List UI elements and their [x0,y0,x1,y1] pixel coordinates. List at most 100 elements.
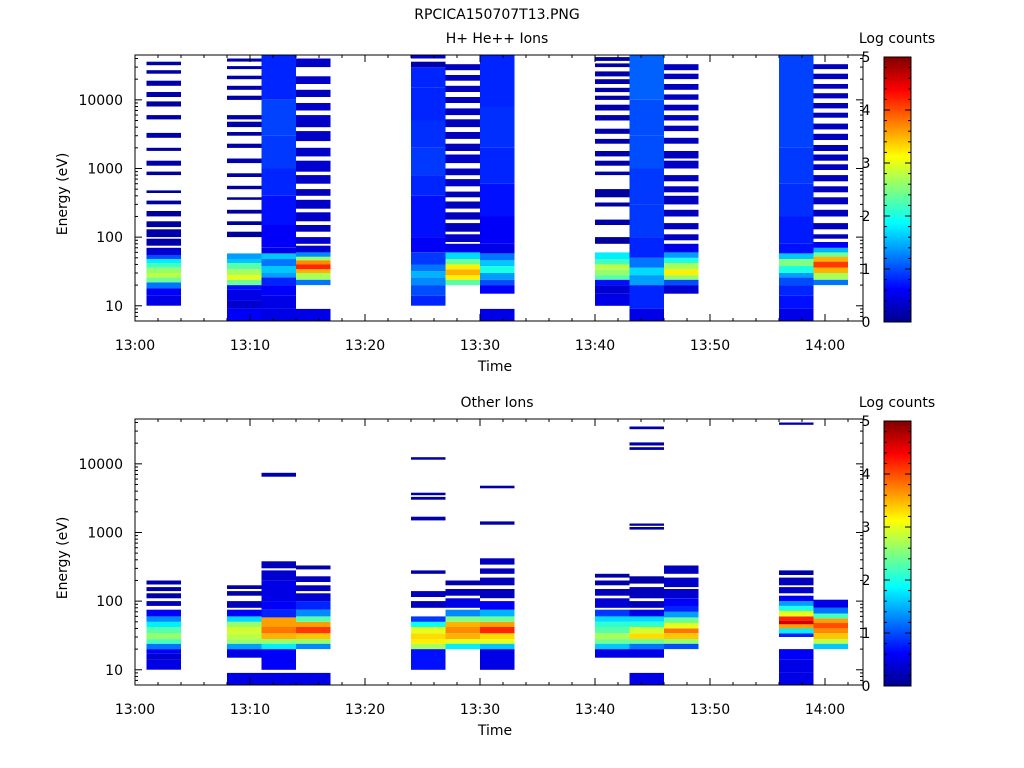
y-tick-label: 1000 [87,525,123,541]
spectrogram-cell [146,171,181,176]
spectrogram-cell [779,587,814,594]
spectrogram-cell [261,253,296,259]
spectrogram-cell [664,115,699,121]
colorbar [883,56,912,323]
spectrogram-cell [445,223,480,232]
spectrogram-cell [296,593,331,602]
spectrogram-cell [146,132,181,138]
spectrogram-cell [480,216,515,244]
spectrogram-cell [445,143,480,151]
x-tick-label: 13:50 [690,702,730,718]
spectrogram-cell [629,442,664,446]
spectrogram-cell [296,308,331,321]
spectrogram-cell [629,237,664,258]
y-tick-label: 100 [96,594,123,610]
spectrogram-cell [629,257,664,268]
spectrogram-cell [813,247,848,253]
spectrogram-cell [480,609,515,617]
spectrogram-cell [227,609,262,617]
spectrogram-cell [411,627,446,634]
spectrogram-cell [779,601,814,606]
spectrogram-cell [595,160,630,166]
spectrogram-cell [779,628,814,634]
spectrogram-cell [480,273,515,280]
spectrogram-cell [146,267,181,273]
spectrogram-cell [227,253,262,259]
spectrogram-cell [779,606,814,611]
spectrogram-cell [227,300,262,309]
spectrogram-cell [813,639,848,644]
spectrogram-cell [595,189,630,198]
spectrogram-cell [779,649,814,660]
spectrogram-cell [411,643,446,650]
spectrogram-cell [411,295,446,306]
spectrogram-cell [261,627,296,634]
spectrogram-cell [480,568,515,574]
x-axis-label: Time [477,359,512,375]
colorbar [883,420,912,687]
spectrogram-cell [664,151,699,159]
spectrogram-cell [296,585,331,592]
spectrogram-cell [445,621,480,627]
spectrogram-cell [595,616,630,622]
x-axis-label: Time [477,723,512,739]
spectrogram-cell [779,266,814,273]
spectrogram-cell [779,308,814,321]
spectrogram-cell [261,195,296,225]
spectrogram-cell [779,55,814,107]
spectrogram-cell [445,85,480,92]
plot-frame [134,54,864,322]
spectrogram-cell [480,621,515,627]
spectrogram-cell [595,104,630,111]
spectrogram-cell [411,195,446,217]
spectrogram-cell [296,89,331,97]
spectrogram-cell [411,591,446,597]
spectrogram-cell [595,151,630,157]
spectrogram-cell [595,285,630,294]
spectrogram-cell [296,175,331,184]
spectrogram-cell [261,168,296,196]
spectrogram-cell [664,257,699,263]
spectrogram-cell [664,94,699,100]
spectrogram-cell [296,565,331,570]
spectrogram-cell [595,252,630,260]
spectrogram-cell [296,225,331,232]
spectrogram-cell [813,154,848,161]
spectrogram-cell [411,216,446,238]
spectrogram-cell [813,643,848,650]
spectrogram-cell [664,263,699,270]
spectrogram-cell [146,601,181,606]
spectrogram-cell [629,616,664,622]
spectrogram-cell [629,99,664,136]
spectrogram-cell [779,577,814,586]
spectrogram-cell [227,643,262,650]
spectrogram-cell [411,87,446,121]
spectrogram-cell [146,627,181,634]
spectrogram-cell [296,237,331,244]
colorbar-tick-label: 0 [862,315,871,331]
spectrogram-cell [813,73,848,80]
spectrogram-cell [411,496,446,500]
spectrogram-cell [629,55,664,100]
spectrogram-cell [227,275,262,280]
spectrogram-cell [296,147,331,157]
spectrogram-cell [595,633,630,640]
spectrogram-cell [227,143,262,148]
spectrogram-cell [296,58,331,68]
spectrogram-cell [595,128,630,134]
spectrogram-cell [664,598,699,606]
spectrogram-cell [227,279,262,286]
spectrogram-cell [664,285,699,294]
spectrogram-cell [480,558,515,565]
spectrogram-cell [629,267,664,276]
spectrogram-cell [445,269,480,276]
spectrogram-cells [146,422,848,685]
spectrogram-cell [445,212,480,220]
spectrogram-cell [664,209,699,217]
x-tick-label: 14:00 [805,338,845,354]
spectrogram-cell [261,639,296,644]
colorbar-tick-label: 4 [862,103,871,119]
spectrogram-cell [261,570,296,581]
y-axis-ticks: 10 100 1000 10000 [78,58,863,322]
spectrogram-cell [296,189,331,196]
